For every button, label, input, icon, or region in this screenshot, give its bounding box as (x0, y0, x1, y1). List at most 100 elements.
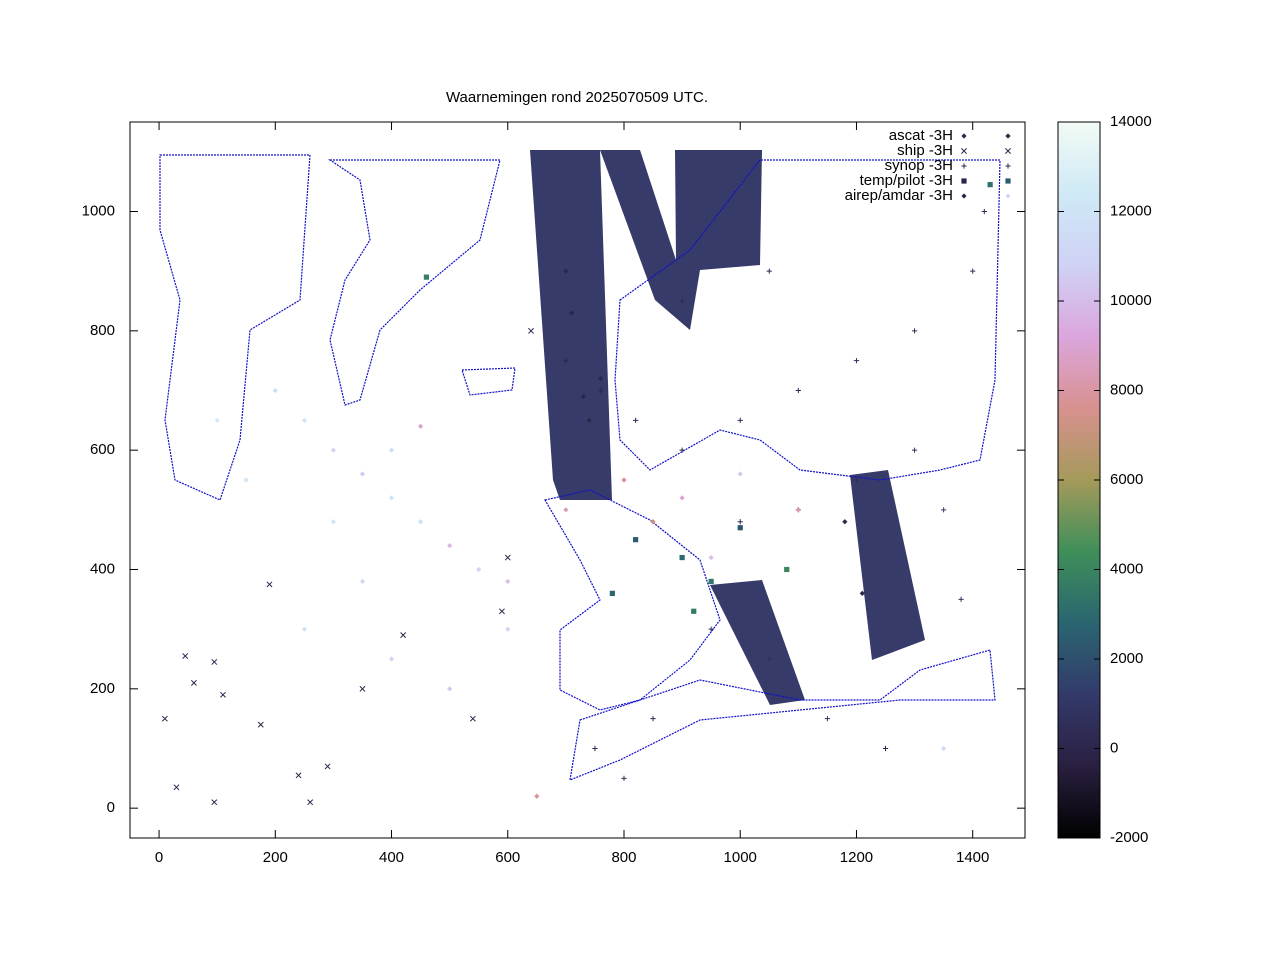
point (853, 477, 860, 483)
point (563, 268, 569, 274)
series (214, 387, 947, 799)
point (679, 298, 685, 304)
point (182, 653, 189, 659)
point (417, 423, 424, 429)
point (795, 387, 801, 394)
point (795, 507, 801, 513)
point (388, 447, 395, 453)
legend-symbol (1005, 148, 1011, 154)
coastline (544, 489, 721, 711)
map-background (159, 150, 1001, 781)
point (911, 447, 918, 453)
point (598, 387, 604, 394)
point (633, 537, 639, 543)
point (784, 566, 790, 573)
legend-label: airep/amdar -3H (845, 187, 953, 204)
legend-symbol (961, 133, 967, 139)
x-tick-label: 1200 (840, 849, 873, 866)
legend-label: ascat -3H (889, 127, 953, 144)
point (598, 375, 604, 382)
point (737, 519, 743, 525)
point (417, 519, 424, 525)
point (447, 543, 453, 549)
ascat-swath (600, 150, 762, 330)
point (469, 715, 476, 722)
legend-symbol (1005, 178, 1011, 184)
x-tick-label: 400 (379, 849, 404, 866)
point (981, 208, 987, 215)
coastline (159, 154, 311, 501)
point (161, 715, 168, 722)
point (173, 784, 180, 791)
point (708, 554, 714, 561)
point (882, 745, 889, 752)
colorbar-tick-label: -2000 (1110, 829, 1148, 846)
coastline (614, 159, 1001, 481)
y-tick-label: 1000 (82, 202, 115, 219)
plot-frame (129, 121, 1026, 839)
point (766, 268, 772, 274)
coastline (328, 159, 501, 406)
x-tick-label: 1000 (724, 849, 757, 866)
y-tick-label: 600 (90, 441, 115, 458)
point (958, 596, 964, 602)
x-tick-label: 800 (611, 849, 636, 866)
point (569, 310, 575, 316)
point (359, 578, 366, 585)
legend-symbol (961, 178, 967, 184)
point (388, 495, 395, 501)
x-tick-label: 200 (263, 849, 288, 866)
point (190, 679, 197, 686)
point (257, 721, 264, 728)
point (324, 763, 331, 770)
colorbar-tick-label: 10000 (1110, 292, 1152, 309)
legend-symbol (961, 148, 967, 154)
series (423, 182, 993, 614)
ascat-swath (530, 150, 612, 500)
colorbar-tick-label: 8000 (1110, 381, 1143, 398)
point (528, 327, 534, 334)
point (563, 358, 569, 364)
point (621, 477, 627, 483)
point (243, 477, 249, 483)
point (737, 471, 743, 477)
ascat-swath (710, 580, 805, 705)
colorbar-tick-label: 2000 (1110, 650, 1143, 667)
colorbar-tick-label: 4000 (1110, 560, 1143, 577)
point (691, 608, 697, 614)
point (708, 626, 714, 632)
point (400, 632, 407, 639)
point (580, 393, 586, 400)
point (307, 799, 314, 806)
legend-symbol (1005, 193, 1011, 199)
colorbar (1058, 122, 1100, 838)
ascat-swath (850, 470, 925, 660)
point (563, 507, 569, 513)
point (737, 525, 743, 531)
point (498, 608, 505, 615)
point (987, 182, 993, 188)
point (504, 554, 511, 561)
x-tick-label: 0 (155, 849, 163, 866)
colorbar-tick-label: 14000 (1110, 113, 1152, 130)
point (211, 659, 218, 665)
x-tick-label: 1400 (956, 849, 989, 866)
point (911, 328, 918, 334)
point (679, 554, 685, 561)
colorbar-tick-label: 12000 (1110, 202, 1152, 219)
legend-symbol (961, 193, 967, 199)
point (941, 745, 947, 752)
y-tick-label: 0 (107, 799, 115, 816)
colorbar-tick-label: 0 (1110, 739, 1118, 756)
point (359, 471, 366, 477)
colorbar-tick-label: 6000 (1110, 471, 1143, 488)
y-tick-label: 400 (90, 560, 115, 577)
point (679, 495, 685, 501)
legend-label: synop -3H (885, 157, 953, 174)
point (534, 793, 540, 799)
point (970, 268, 976, 274)
point (214, 417, 220, 423)
coastline (569, 649, 996, 781)
